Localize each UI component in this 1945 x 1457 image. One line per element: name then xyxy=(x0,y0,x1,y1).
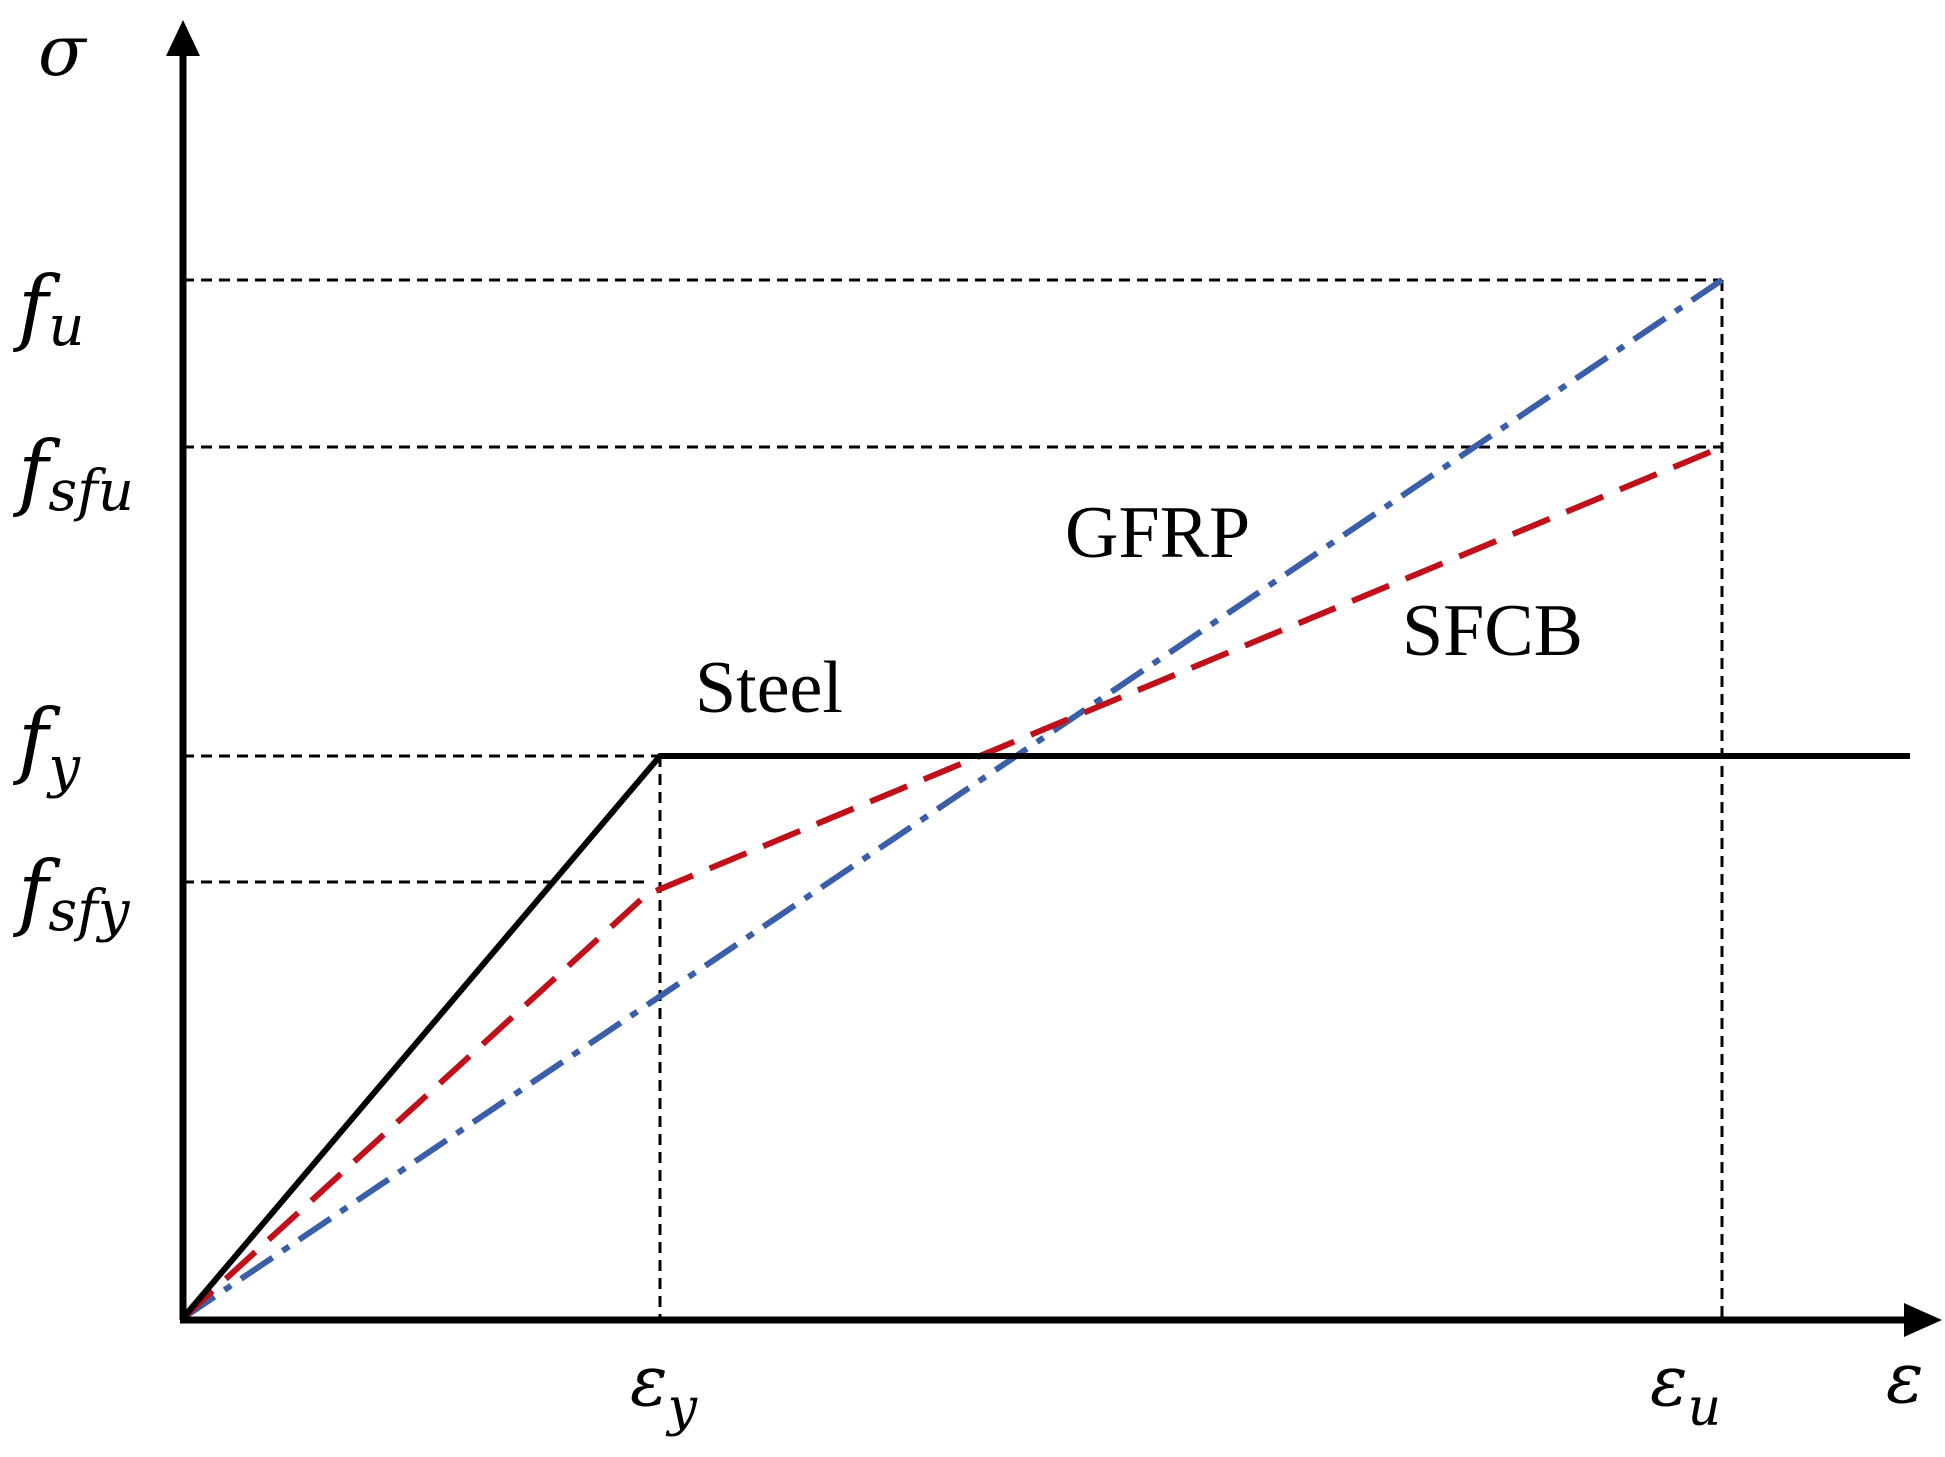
x-axis-symbol: ε xyxy=(1886,1337,1924,1419)
y-tick-fy: fy xyxy=(12,693,81,800)
y-axis-symbol: σ xyxy=(38,10,88,92)
steel-label: Steel xyxy=(695,647,843,729)
axes xyxy=(166,20,1942,1337)
x-tick-eu: εu xyxy=(1650,1340,1721,1438)
gfrp-curve xyxy=(181,277,1724,1321)
steel-curve xyxy=(180,753,1910,1320)
y-tick-fsfy: fsfy xyxy=(12,845,131,944)
y-axis-arrow-icon xyxy=(166,20,200,56)
guide-lines xyxy=(183,278,1724,1320)
sfcb-label: SFCB xyxy=(1402,590,1583,672)
sfcb-curve xyxy=(180,444,1724,1321)
y-tick-fsfu: fsfu xyxy=(12,425,134,524)
y-tick-fu: fu xyxy=(12,260,84,359)
x-axis-arrow-icon xyxy=(1904,1303,1942,1337)
gfrp-label: GFRP xyxy=(1065,492,1250,574)
x-tick-ey: εy xyxy=(630,1340,698,1438)
